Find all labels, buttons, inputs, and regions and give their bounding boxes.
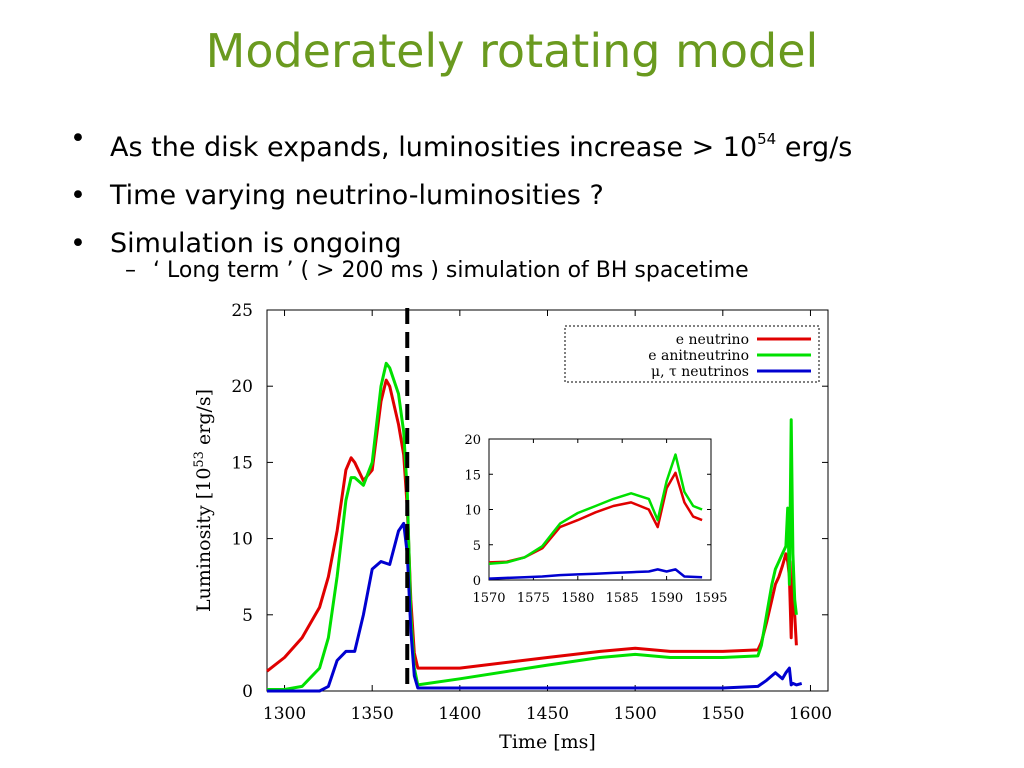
x-tick-label: 1450 — [526, 704, 569, 724]
inset-x-tick-label: 1570 — [472, 591, 505, 606]
inset-x-tick-label: 1595 — [694, 591, 727, 606]
bullet-item: • Time varying neutrino-luminosities ? — [70, 172, 852, 220]
inset-series-line — [488, 453, 703, 566]
y-tick-label: 0 — [242, 682, 253, 702]
y-axis-label-tail: erg/s] — [193, 389, 215, 451]
x-tick-label: 1300 — [263, 704, 306, 724]
luminosity-chart: 1300 1350 1400 1450 1500 1550 16000510152025Ti… — [192, 301, 832, 753]
bullet-text: Time varying neutrino-luminosities ? — [110, 180, 604, 211]
bullet-marker: • — [70, 180, 86, 211]
bullet-text: As the disk expands, luminosities increa… — [110, 132, 758, 163]
y-tick-label: 5 — [242, 606, 253, 626]
inset-y-tick-label: 15 — [464, 468, 481, 483]
series-line — [267, 361, 798, 691]
inset-series-line — [488, 568, 703, 580]
legend-label: e anitneutrino — [648, 348, 749, 364]
bullet-list: • As the disk expands, luminosities incr… — [70, 115, 852, 268]
y-axis-label-sup: 53 — [192, 451, 207, 468]
x-tick-label: 1550 — [701, 704, 744, 724]
sub-bullet: – ‘ Long term ’ ( > 200 ms ) simulation o… — [125, 258, 749, 283]
inset-x-tick-label: 1580 — [561, 591, 594, 606]
y-axis-label-main: Luminosity [10 — [193, 468, 215, 612]
bullet-superscript: 54 — [757, 130, 777, 148]
series-line — [267, 521, 803, 693]
inset-y-tick-label: 10 — [464, 504, 481, 519]
sub-bullet-text: ‘ Long term ’ ( > 200 ms ) simulation of… — [153, 258, 749, 283]
series-line — [266, 378, 798, 673]
bullet-text-tail: erg/s — [776, 132, 853, 163]
inset-y-tick-label: 0 — [473, 574, 481, 589]
bullet-text: Simulation is ongoing — [110, 228, 402, 259]
y-tick-label: 15 — [231, 453, 253, 473]
legend-label: μ, τ neutrinos — [651, 364, 749, 380]
slide-title: Moderately rotating model — [205, 24, 819, 78]
y-axis-label: Luminosity [1053 erg/s] — [192, 389, 215, 612]
legend-label: e neutrino — [676, 332, 749, 348]
inset-x-tick-label: 1590 — [650, 591, 683, 606]
bullet-item: • As the disk expands, luminosities incr… — [70, 115, 852, 172]
x-tick-label: 1600 — [789, 704, 832, 724]
bullet-marker: • — [70, 123, 86, 154]
x-tick-label: 1350 — [351, 704, 394, 724]
x-tick-label: 1400 — [438, 704, 481, 724]
inset-x-tick-label: 1575 — [517, 591, 550, 606]
y-tick-label: 20 — [231, 377, 253, 397]
y-tick-label: 10 — [231, 530, 253, 550]
x-tick-label: 1500 — [614, 704, 657, 724]
sub-bullet-marker: – — [125, 258, 136, 283]
bullet-marker: • — [70, 228, 86, 259]
y-tick-label: 25 — [231, 301, 253, 321]
x-axis-label: Time [ms] — [499, 731, 596, 753]
inset-x-tick-label: 1585 — [606, 591, 639, 606]
inset-y-tick-label: 5 — [473, 539, 481, 554]
bullet-item: • Simulation is ongoing — [70, 220, 852, 268]
inset-y-tick-label: 20 — [464, 433, 481, 448]
